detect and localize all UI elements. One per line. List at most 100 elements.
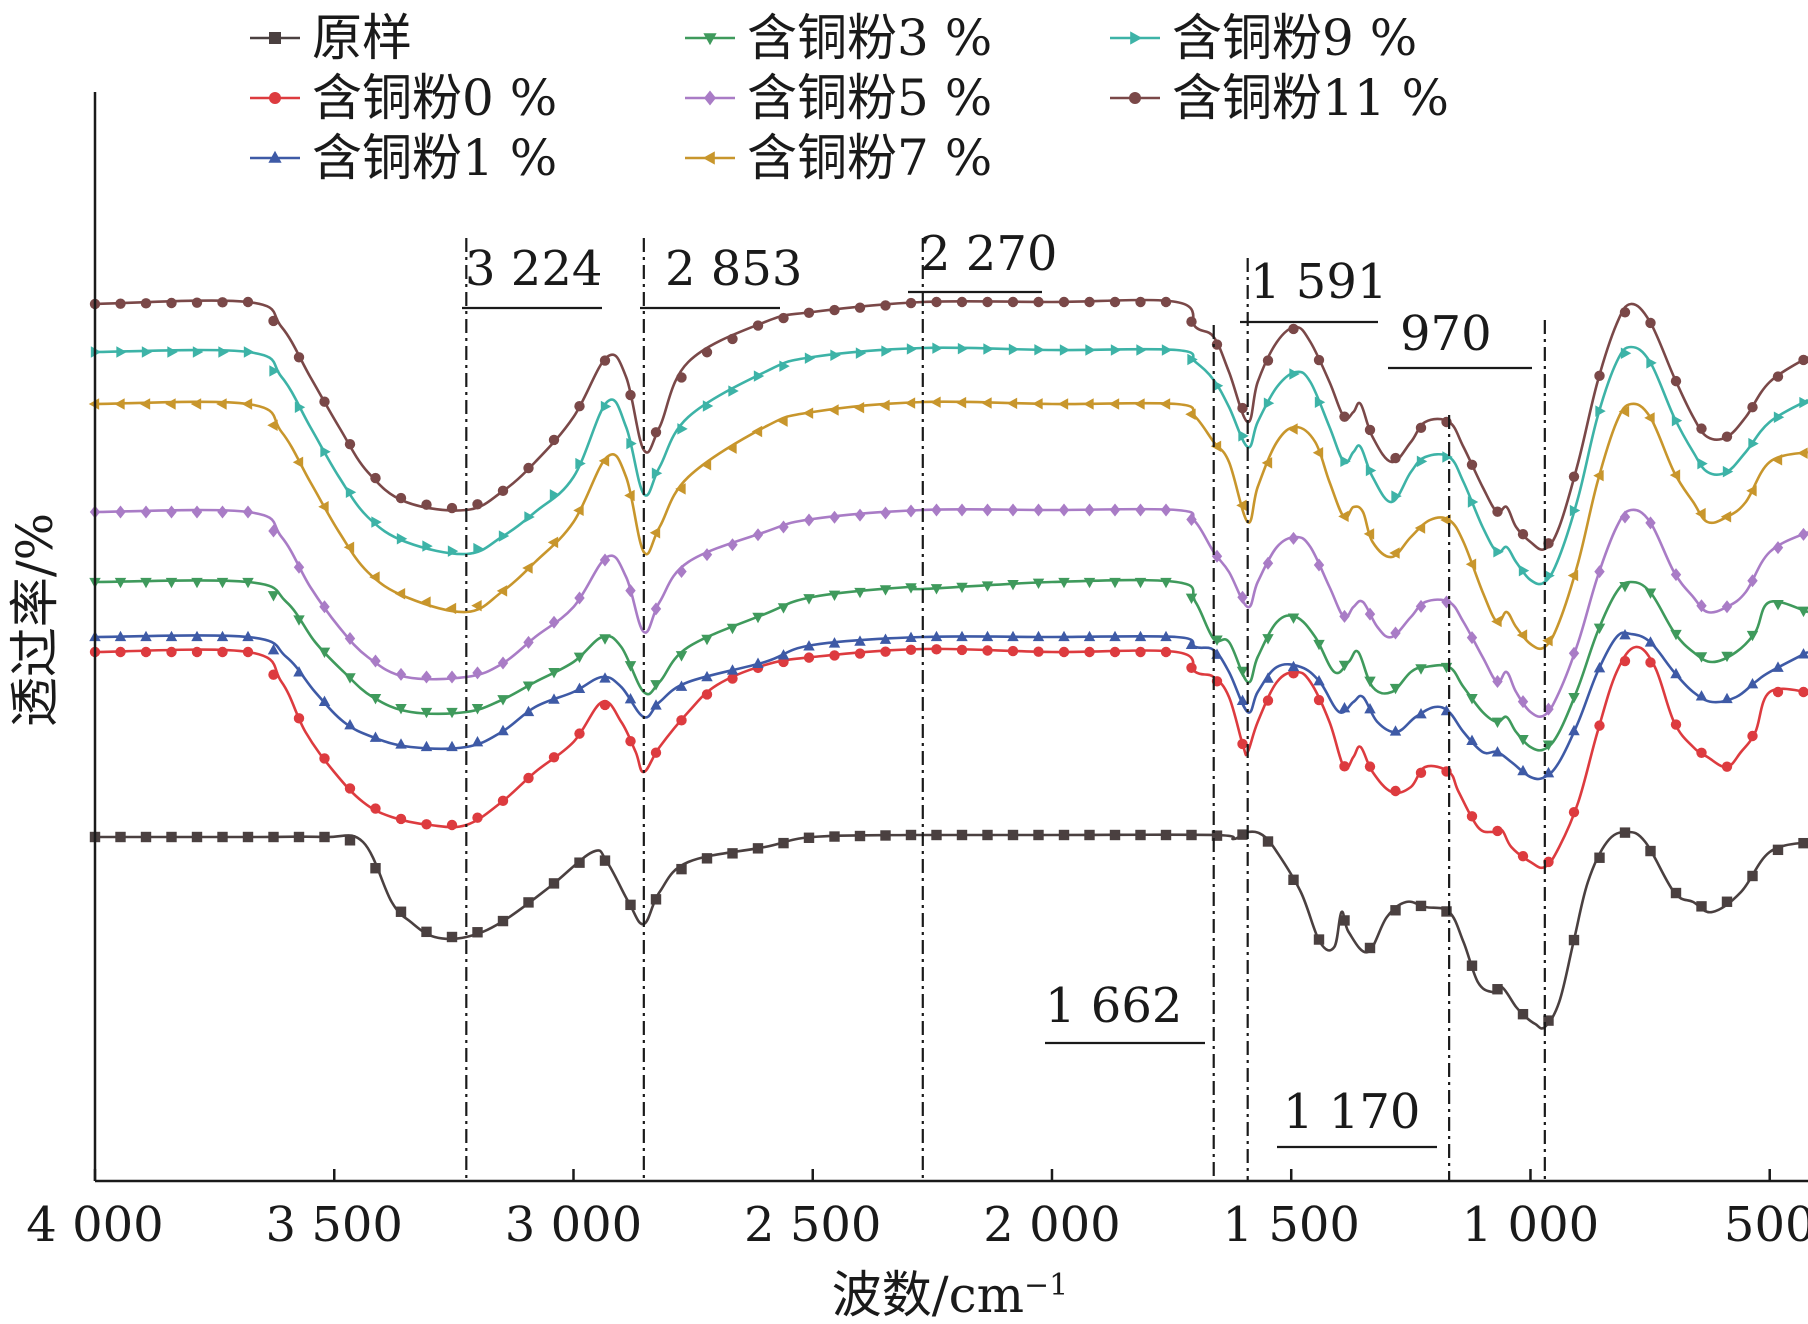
- series-marker-1: [1619, 655, 1631, 667]
- series-marker-5: [904, 397, 916, 409]
- series-marker-1: [1058, 646, 1070, 658]
- series-marker-3: [1466, 693, 1478, 705]
- series-marker-4: [1390, 626, 1401, 640]
- series-marker-0: [1390, 905, 1401, 916]
- series-marker-4: [1645, 516, 1656, 530]
- legend-item-6: 含铜粉9 %: [1110, 9, 1417, 67]
- x-tick-label-5: 1 500: [1223, 1197, 1360, 1253]
- series-marker-7: [574, 401, 585, 412]
- series-marker-7: [1645, 317, 1656, 329]
- series-marker-4: [880, 506, 891, 520]
- series-marker-3: [1338, 660, 1351, 672]
- series-marker-3: [1772, 600, 1784, 611]
- series-marker-0: [701, 853, 713, 864]
- series-marker-4: [1466, 631, 1478, 645]
- series-marker-6: [1365, 464, 1377, 477]
- series-marker-6: [294, 401, 306, 414]
- series-marker-7: [1033, 296, 1044, 308]
- series-layer: [88, 296, 1808, 1030]
- series-marker-2: [497, 724, 509, 736]
- series-marker-4: [625, 584, 636, 598]
- series-marker-7: [1568, 471, 1580, 482]
- series-marker-3: [1313, 639, 1325, 651]
- series-marker-0: [217, 831, 228, 843]
- series-marker-0: [778, 837, 789, 849]
- series-marker-2: [1772, 661, 1784, 672]
- series-marker-3: [624, 661, 637, 672]
- series-marker-2: [1262, 672, 1274, 683]
- series-marker-6: [728, 385, 739, 397]
- series-marker-5: [675, 483, 686, 495]
- series-marker-7: [1186, 316, 1197, 327]
- series-marker-3: [114, 577, 127, 589]
- series-marker-4: [1492, 674, 1503, 688]
- series-marker-4: [650, 602, 662, 616]
- series-marker-2: [1160, 630, 1172, 642]
- series-marker-4: [268, 524, 279, 538]
- series-marker-3: [956, 582, 968, 594]
- series-marker-5: [1720, 511, 1732, 523]
- series-marker-3: [140, 577, 152, 589]
- series-marker-7: [1619, 307, 1631, 318]
- series-marker-5: [1746, 485, 1757, 497]
- series-marker-0: [344, 835, 356, 846]
- series-marker-4: [191, 505, 203, 519]
- series-0: [89, 827, 1808, 1030]
- series-marker-1: [319, 753, 330, 764]
- x-tick-label-2: 3 000: [505, 1197, 642, 1253]
- series-marker-1: [676, 715, 687, 726]
- series-marker-5: [1771, 454, 1783, 466]
- series-marker-6: [1416, 455, 1428, 468]
- series-marker-4: [319, 600, 330, 614]
- series-marker-5: [471, 599, 482, 612]
- series-marker-0: [1798, 837, 1808, 849]
- series-marker-0: [1415, 900, 1427, 912]
- series-marker-3: [752, 612, 764, 624]
- series-marker-2: [1797, 648, 1808, 659]
- series-marker-7: [1007, 296, 1019, 308]
- series-marker-0: [676, 863, 687, 875]
- series-marker-4: [446, 670, 458, 684]
- series-marker-0: [166, 831, 177, 843]
- series-marker-4: [1517, 695, 1529, 709]
- series-marker-5: [828, 404, 839, 416]
- series-marker-5: [1312, 446, 1324, 459]
- series-marker-6: [855, 347, 867, 359]
- series-marker-0: [931, 829, 942, 841]
- series-marker-2: [1644, 636, 1657, 647]
- series-marker-0: [1721, 896, 1733, 907]
- series-marker-7: [650, 427, 662, 438]
- series-marker-6: [473, 542, 484, 555]
- series-marker-5: [292, 456, 304, 469]
- series-marker-1: [905, 644, 917, 656]
- series-marker-0: [395, 906, 407, 917]
- series-marker-6: [626, 437, 637, 450]
- series-marker-3: [675, 651, 688, 662]
- series-marker-0: [1364, 942, 1376, 954]
- series-marker-3: [1491, 717, 1504, 728]
- series-marker-7: [1798, 354, 1808, 366]
- series-marker-0: [574, 857, 585, 868]
- series-marker-2: [1287, 660, 1300, 672]
- series-marker-2: [1134, 630, 1147, 642]
- series-marker-2: [522, 705, 535, 717]
- series-marker-2: [548, 693, 560, 704]
- series-marker-3: [1007, 579, 1019, 591]
- series-marker-2: [1517, 764, 1529, 776]
- series-marker-5: [853, 401, 865, 414]
- series-marker-1: [115, 646, 126, 658]
- series-marker-4: [1747, 574, 1758, 588]
- series-marker-6: [1748, 437, 1759, 450]
- series-marker-1: [1670, 719, 1682, 730]
- series-marker-1: [727, 673, 738, 684]
- series-marker-6: [1187, 353, 1198, 366]
- series-marker-3: [548, 668, 560, 679]
- series-marker-3: [1542, 740, 1555, 751]
- legend-item-7: 含铜粉11 %: [1110, 69, 1449, 127]
- series-marker-2: [267, 644, 280, 655]
- series-marker-6: [983, 343, 994, 355]
- annotation-label-6: 970: [1400, 306, 1492, 362]
- series-marker-4: [701, 548, 713, 562]
- series-marker-2: [675, 680, 688, 691]
